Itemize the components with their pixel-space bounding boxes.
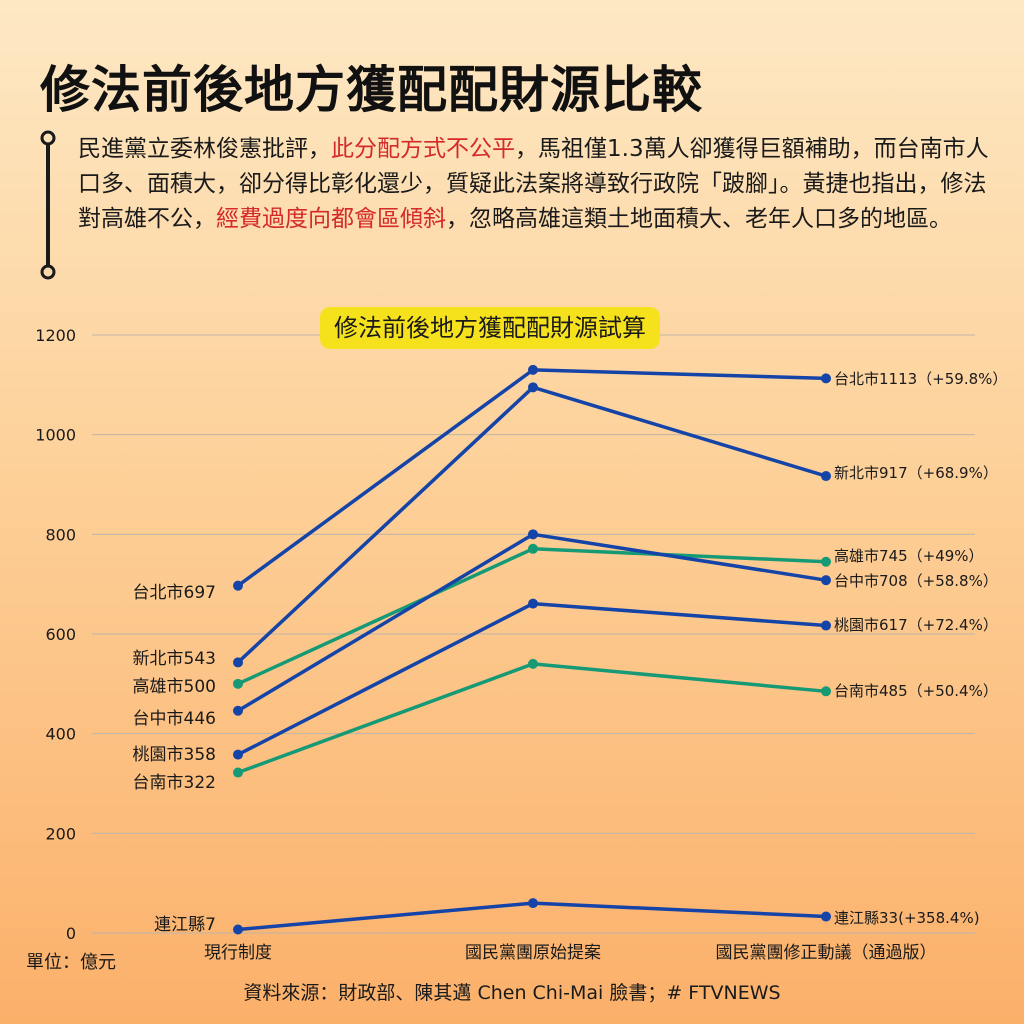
data-point xyxy=(821,620,831,631)
data-point xyxy=(821,575,831,586)
data-point xyxy=(233,767,243,778)
x-tick-label: 國民黨團修正動議（通過版） xyxy=(716,943,937,963)
intro-highlight: 此分配方式不公平 xyxy=(331,136,515,162)
series-end-label: 桃園市617（+72.4%） xyxy=(834,616,998,634)
series-start-label: 台北市697 xyxy=(133,583,216,603)
chart-title: 修法前後地方獲配配財源試算 xyxy=(320,307,660,349)
series-end-label: 台南市485（+50.4%） xyxy=(834,682,998,700)
data-point xyxy=(821,556,831,567)
data-point xyxy=(233,924,243,935)
data-point xyxy=(233,657,243,668)
series-start-label: 台南市322 xyxy=(133,773,216,793)
series-line xyxy=(237,662,827,775)
y-tick-label: 600 xyxy=(45,625,76,644)
data-point xyxy=(528,658,538,669)
data-point xyxy=(821,471,831,482)
series-line xyxy=(237,601,827,757)
data-point xyxy=(821,373,831,384)
timeline-top-dot xyxy=(40,130,56,146)
data-point xyxy=(233,580,243,591)
data-point xyxy=(821,911,831,922)
series-end-label: 連江縣33(+358.4%) xyxy=(834,909,980,927)
y-tick-label: 1000 xyxy=(35,426,76,445)
y-tick-label: 1200 xyxy=(35,326,76,345)
series-end-label: 高雄市745（+49%） xyxy=(834,547,984,565)
y-tick-label: 800 xyxy=(45,525,76,544)
data-point xyxy=(528,382,538,393)
data-point xyxy=(233,678,243,689)
x-tick-label: 國民黨團原始提案 xyxy=(465,943,601,963)
timeline-bottom-dot xyxy=(40,264,56,280)
series-line xyxy=(236,385,827,664)
y-tick-label: 0 xyxy=(66,924,76,943)
intro-text: ，忽略高雄這類土地面積大、老年人口多的地區。 xyxy=(446,206,952,232)
intro-text: 民進黨立委林俊憲批評， xyxy=(78,136,331,162)
series-end-label: 台北市1113（+59.8%） xyxy=(834,370,1007,388)
intro-text: ，馬祖僅1.3萬人卻獲得巨額補助，而台南市人口多、面積大，卻分得比彰化還少，質疑… xyxy=(78,136,989,232)
intro-highlight: 經費過度向都會區傾斜 xyxy=(216,206,446,232)
unit-label: 單位：億元 xyxy=(26,952,116,973)
series-start-label: 連江縣7 xyxy=(154,915,216,935)
data-point xyxy=(821,686,831,697)
line-chart: 0 200 400 600 800 1000 1200 現行制度 國民黨團原始提案 國民黨團修正動… xyxy=(35,326,1007,963)
data-point xyxy=(528,898,538,909)
data-point xyxy=(528,598,538,609)
series-end-label: 新北市917（+68.9%） xyxy=(834,464,998,482)
y-tick-label: 400 xyxy=(45,725,76,744)
y-tick-label: 200 xyxy=(45,824,76,843)
series-start-label: 桃園市358 xyxy=(133,745,216,765)
timeline-decoration xyxy=(40,130,56,280)
data-point xyxy=(233,705,243,716)
page-title: 修法前後地方獲配配財源比較 xyxy=(40,60,703,119)
source-note: 資料來源：財政部、陳其邁 Chen Chi-Mai 臉書；# FTVNEWS xyxy=(243,982,781,1004)
x-tick-label: 現行制度 xyxy=(204,943,272,963)
intro-paragraph: 民進黨立委林俊憲批評，此分配方式不公平，馬祖僅1.3萬人卻獲得巨額補助，而台南市… xyxy=(78,132,1008,237)
data-point xyxy=(233,749,243,760)
data-point xyxy=(528,364,538,375)
data-point xyxy=(528,543,538,554)
data-point xyxy=(528,529,538,540)
series-start-label: 新北市543 xyxy=(133,649,216,669)
series-end-label: 台中市708（+58.8%） xyxy=(834,572,998,590)
series-start-label: 台中市446 xyxy=(133,709,216,729)
series-start-label: 高雄市500 xyxy=(133,677,216,697)
